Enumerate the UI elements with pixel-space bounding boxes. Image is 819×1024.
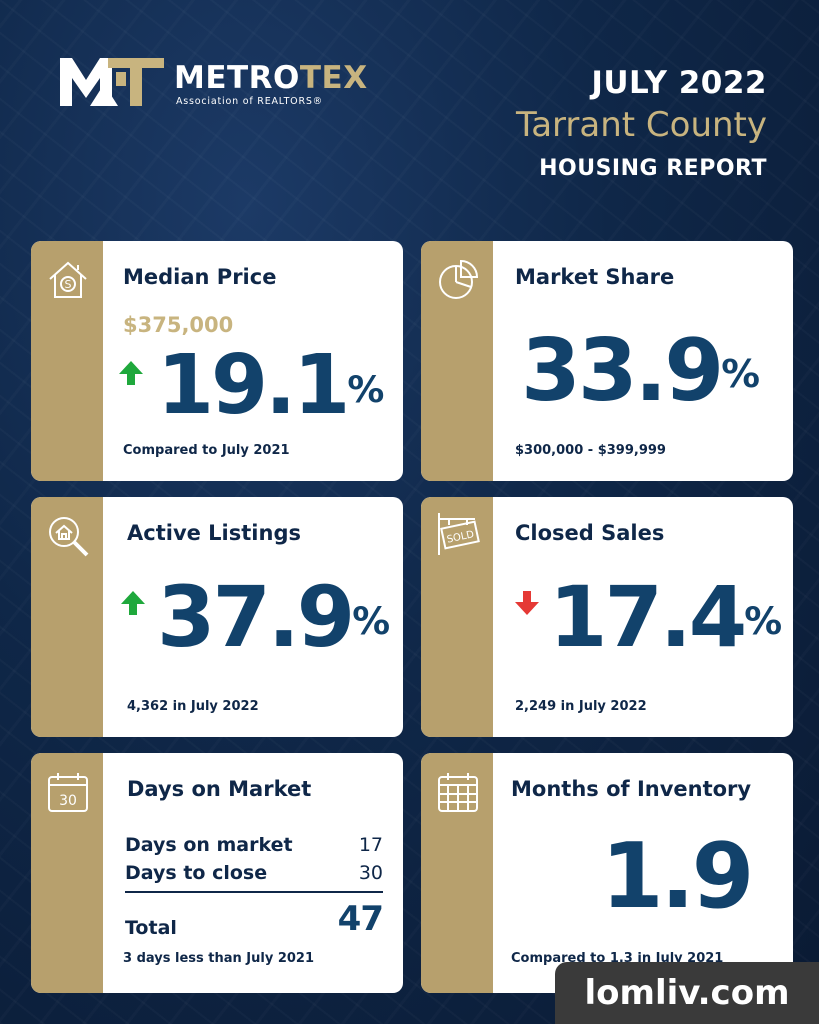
report-label: HOUSING REPORT <box>539 156 767 181</box>
up-arrow-icon <box>121 591 145 615</box>
market-share-value: 33.9% <box>521 321 760 421</box>
card-title: Median Price <box>123 265 277 289</box>
months-inventory-value: 1.9 <box>601 824 754 929</box>
active-listings-card: Active Listings 37.9% 4,362 in July 2022 <box>31 497 403 737</box>
market-share-card: Market Share 33.9% $300,000 - $399,999 <box>421 241 793 481</box>
card-footnote: $300,000 - $399,999 <box>515 443 666 458</box>
svg-text:S: S <box>65 278 72 291</box>
sold-sign-icon: SOLD <box>438 513 480 555</box>
house-search-icon <box>49 517 89 557</box>
card-title: Months of Inventory <box>511 777 752 801</box>
card-strip: 30 <box>31 753 103 993</box>
house-dollar-icon: S <box>49 261 87 298</box>
days-total-row: Total 47 <box>125 899 384 939</box>
card-strip <box>421 753 493 993</box>
calendar-grid-icon <box>438 773 478 812</box>
card-footnote: 3 days less than July 2021 <box>123 951 315 966</box>
card-footnote: 2,249 in July 2022 <box>515 699 647 714</box>
median-price-change: 19.1% <box>157 338 385 433</box>
closed-sales-change: 17.4% <box>549 568 783 666</box>
median-price-card: S Median Price $375,000 19.1% Compared t… <box>31 241 403 481</box>
brand-wordmark: METROTEX <box>174 60 368 96</box>
report-title: JULY 2022 Tarrant County HOUSING REPORT <box>516 64 767 190</box>
median-price-value: $375,000 <box>123 313 234 337</box>
closed-sales-card: SOLD Closed Sales 17.4% 2,249 in July 20… <box>421 497 793 737</box>
up-arrow-icon <box>119 361 143 385</box>
days-row-close: Days to close 30 <box>125 862 383 884</box>
svg-text:30: 30 <box>59 793 77 809</box>
days-on-market-card: 30 Days on Market Days on market 17 Days… <box>31 753 403 993</box>
card-title: Closed Sales <box>515 521 665 545</box>
divider <box>125 891 383 893</box>
pie-chart-icon <box>439 259 479 299</box>
active-listings-change: 37.9% <box>157 568 391 666</box>
mt-logo-mark-icon <box>60 58 164 106</box>
card-strip <box>421 241 493 481</box>
card-strip <box>31 497 103 737</box>
days-row-market: Days on market 17 <box>125 834 383 856</box>
card-strip: SOLD <box>421 497 493 737</box>
card-footnote: Compared to July 2021 <box>123 443 290 458</box>
calendar-30-icon: 30 <box>48 773 88 812</box>
report-county: Tarrant County <box>516 105 767 145</box>
watermark: lomliv.com <box>555 962 819 1024</box>
card-title: Market Share <box>515 265 675 289</box>
down-arrow-icon <box>515 591 539 615</box>
metrotex-logo: METROTEX Association of REALTORS® <box>60 56 390 112</box>
card-title: Active Listings <box>127 521 301 545</box>
card-footnote: 4,362 in July 2022 <box>127 699 259 714</box>
months-inventory-card: Months of Inventory 1.9 Compared to 1.3 … <box>421 753 793 993</box>
card-title: Days on Market <box>127 777 312 801</box>
card-strip: S <box>31 241 103 481</box>
days-table: Days on market 17 Days to close 30 Total… <box>125 831 384 939</box>
report-date: JULY 2022 <box>591 65 767 101</box>
brand-subtitle: Association of REALTORS® <box>176 96 323 107</box>
